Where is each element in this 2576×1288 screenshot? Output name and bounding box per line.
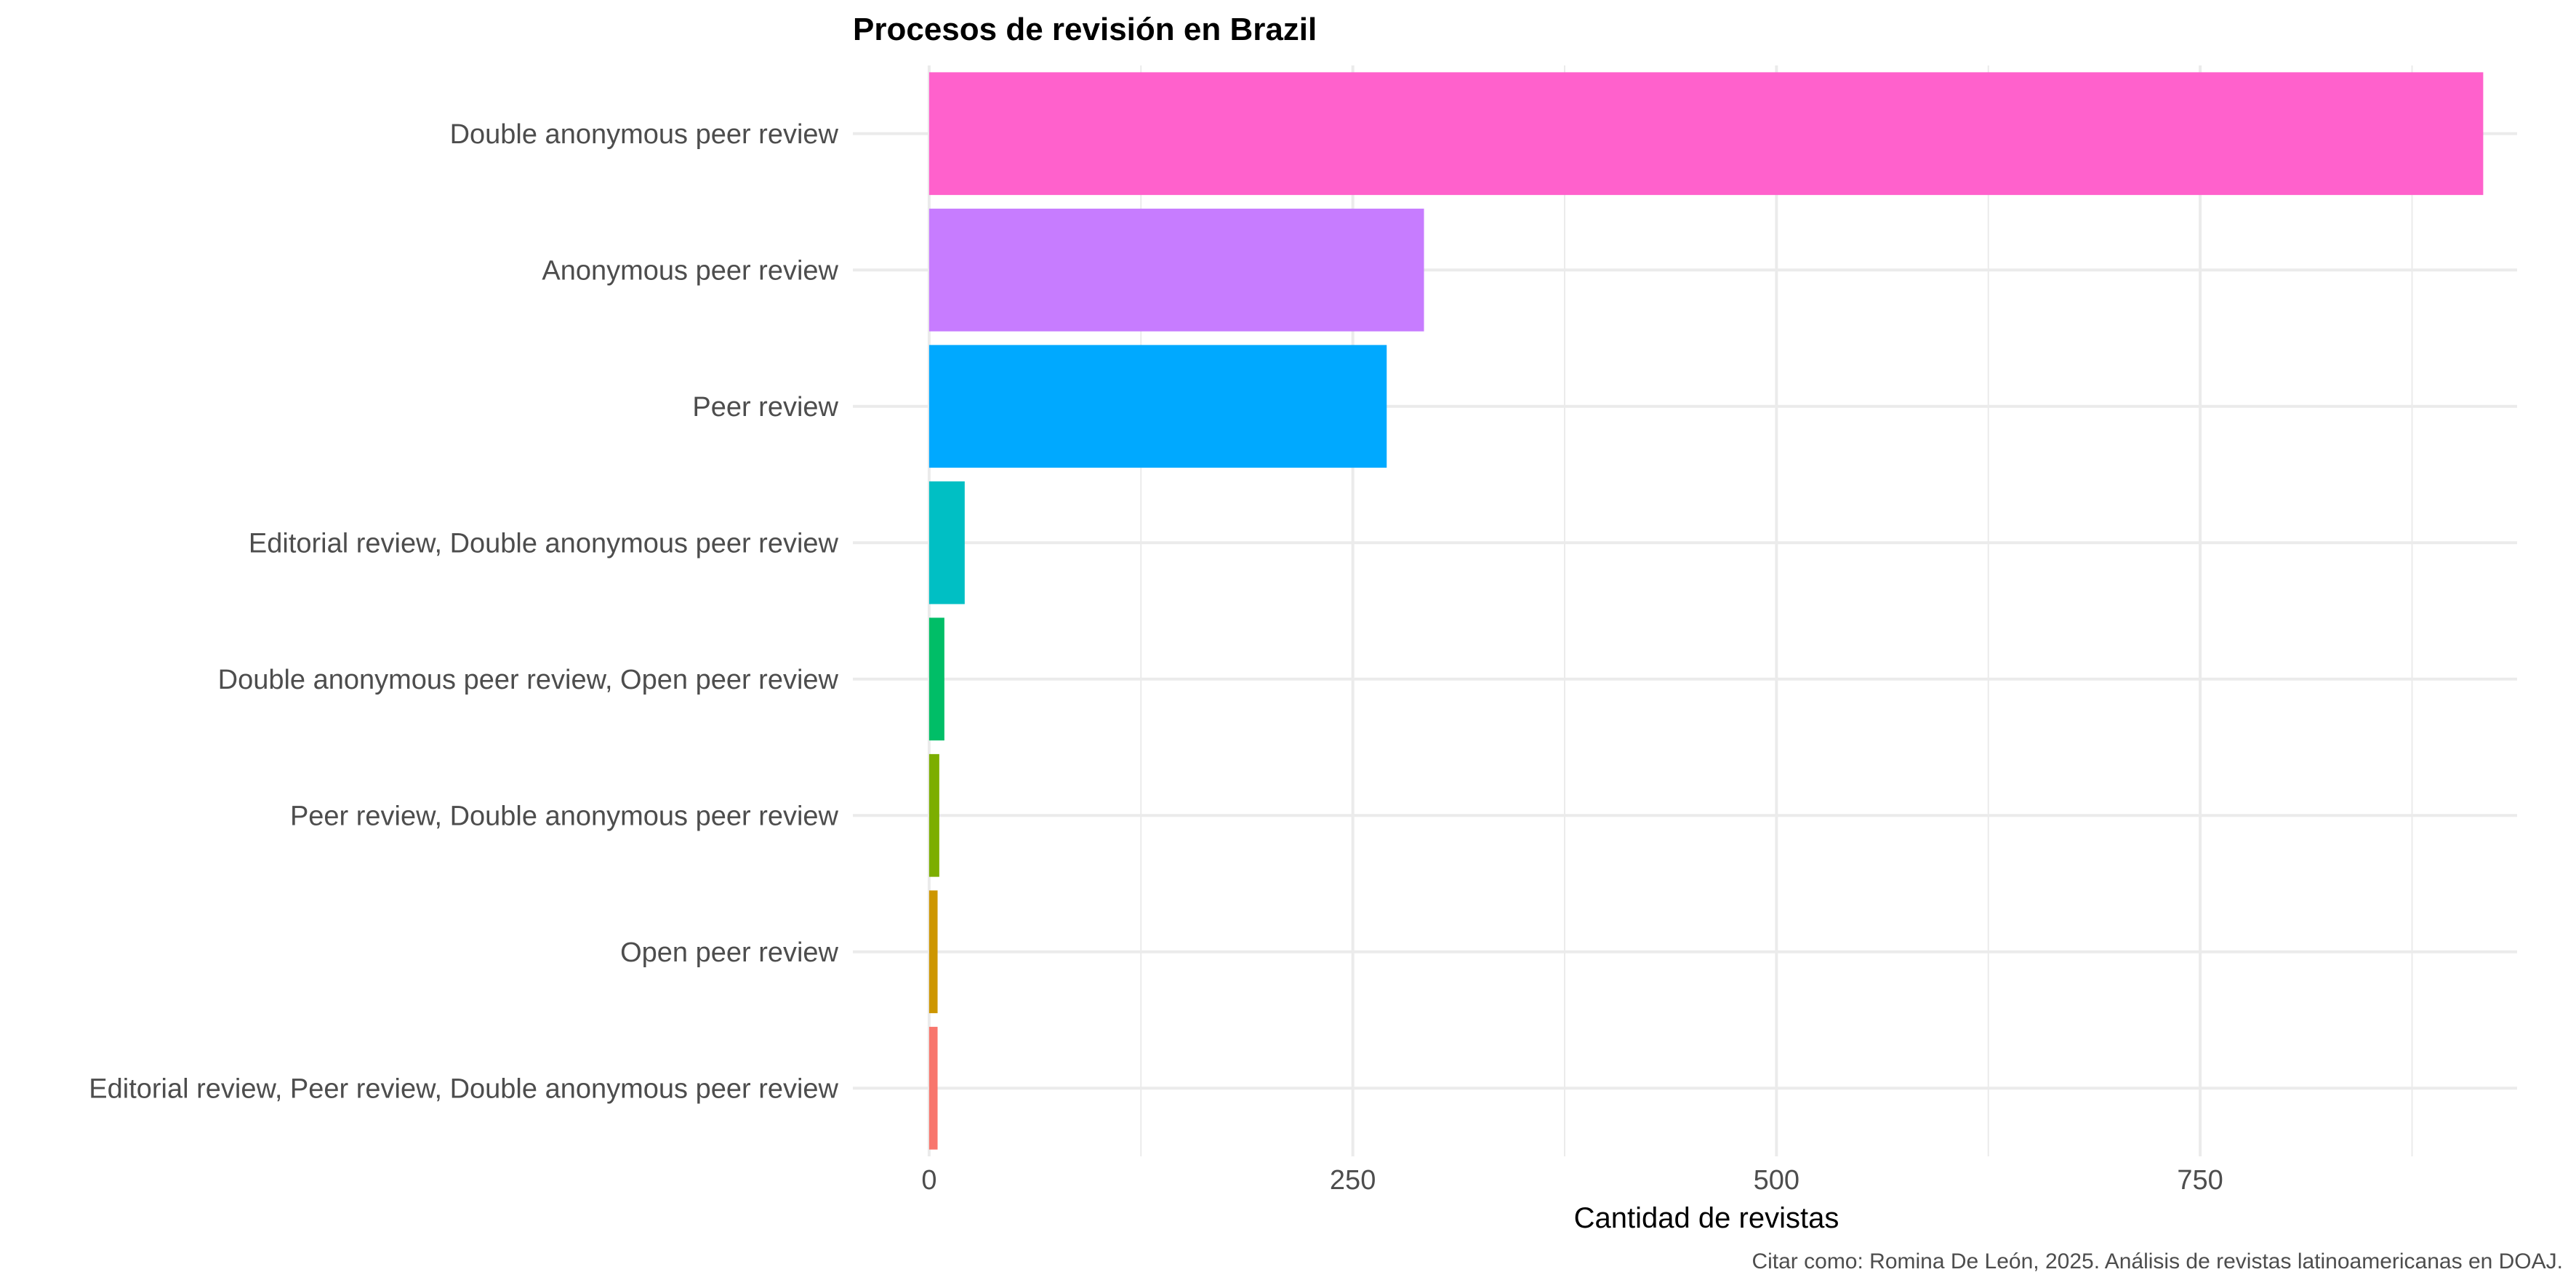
bar [928, 753, 939, 877]
category-label: Double anonymous peer review, Open peer … [218, 665, 839, 695]
category-labels: Double anonymous peer review Anonymous pe… [89, 119, 838, 1105]
category-label: Editorial review, Double anonymous peer … [249, 528, 839, 559]
bars [928, 72, 2484, 1150]
chart-title: Procesos de revisión en Brazil [853, 12, 1317, 47]
x-tick-label: 250 [1330, 1165, 1376, 1196]
category-label: Open peer review [620, 937, 838, 968]
caption: Citar como: Romina De León, 2025. Anális… [1752, 1249, 2563, 1273]
category-label: Peer review, Double anonymous peer revie… [290, 801, 839, 831]
x-tick-label: 500 [1754, 1165, 1799, 1196]
bar [928, 890, 938, 1014]
category-label: Peer review [692, 392, 838, 423]
x-tick-label: 0 [921, 1165, 936, 1196]
x-axis-title: Cantidad de revistas [1574, 1202, 1839, 1234]
bar [928, 345, 1387, 468]
bar [928, 481, 965, 604]
category-label: Editorial review, Peer review, Double an… [89, 1073, 838, 1104]
category-label: Double anonymous peer review [450, 119, 839, 150]
x-tick-label: 750 [2177, 1165, 2223, 1196]
bar [928, 1026, 938, 1150]
bar [928, 208, 1424, 332]
x-tick-labels: 0 250 500 750 [921, 1165, 2223, 1196]
bar [928, 617, 944, 741]
category-label: Anonymous peer review [542, 255, 838, 286]
bar [928, 72, 2484, 196]
minor-gridlines [1140, 65, 2413, 1156]
